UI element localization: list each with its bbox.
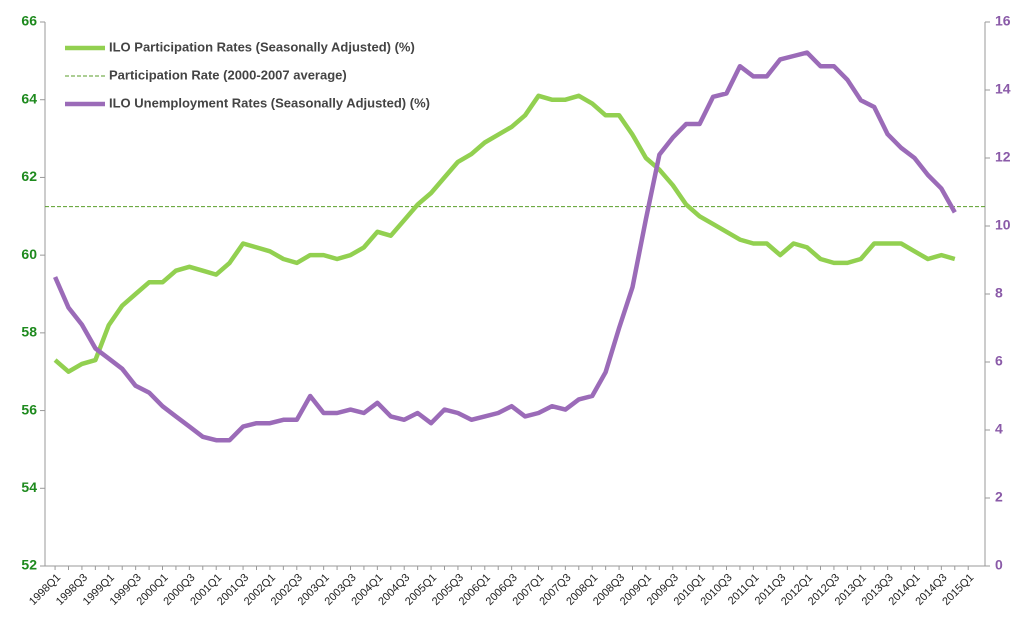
y2-tick-label: 6 [995,353,1003,369]
legend-label: ILO Participation Rates (Seasonally Adju… [109,39,415,54]
legend-label: ILO Unemployment Rates (Seasonally Adjus… [109,95,430,110]
y-tick-label: 56 [21,401,37,417]
y-tick-label: 66 [21,13,37,29]
legend-label: Participation Rate (2000-2007 average) [109,67,347,82]
y2-tick-label: 4 [995,421,1003,437]
y-tick-label: 62 [21,168,37,184]
series-line [53,93,956,374]
y2-tick-label: 2 [995,489,1003,505]
y-tick-label: 58 [21,324,37,340]
y2-tick-label: 12 [995,149,1011,165]
series-line [53,50,957,443]
y-tick-label: 60 [21,246,37,262]
y2-tick-label: 10 [995,217,1011,233]
y2-tick-label: 8 [995,285,1003,301]
y-tick-label: 54 [21,479,37,495]
y2-tick-label: 14 [995,81,1011,97]
y-tick-label: 64 [21,90,37,106]
y2-tick-label: 16 [995,13,1011,29]
y2-tick-label: 0 [995,557,1003,573]
y-tick-label: 52 [21,557,37,573]
